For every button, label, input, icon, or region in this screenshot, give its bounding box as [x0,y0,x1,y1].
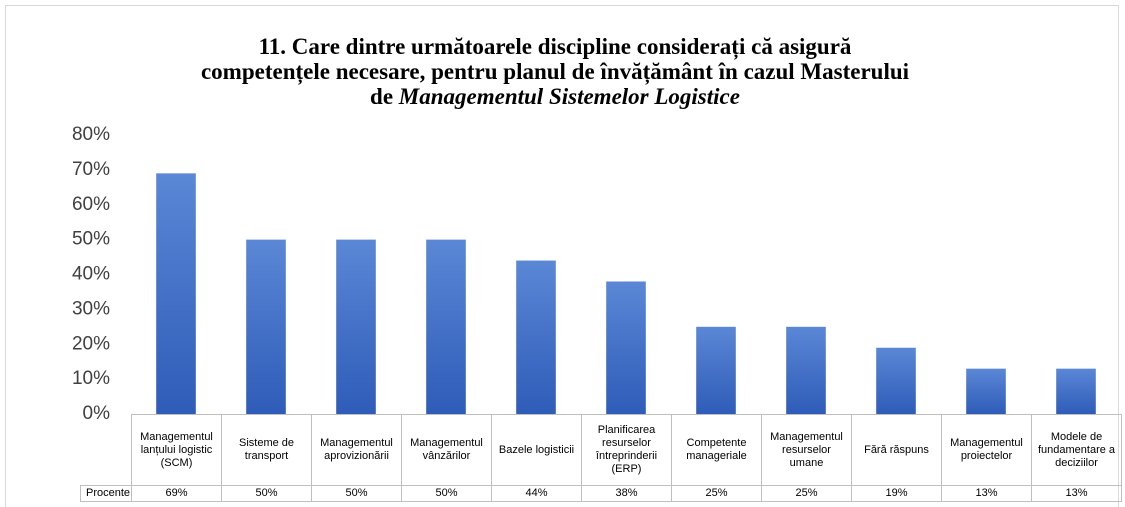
bar [786,326,826,414]
bar [696,326,736,414]
x-tick-label: Managementul aprovizionării [311,414,402,486]
value-label: 13% [941,485,1032,502]
y-tick-label: 20% [72,333,110,354]
x-tick-label: Planificarea resurselor întreprinderii (… [581,414,672,486]
x-tick-label: Fără răspuns [851,414,942,486]
x-tick-label: Sisteme de transport [221,414,312,486]
bar [336,239,376,414]
x-tick-label: Managementul lanțului logistic (SCM) [131,414,222,486]
value-label: 69% [131,485,222,502]
bar [426,239,466,414]
bar [516,260,556,414]
value-label: 50% [311,485,402,502]
bar [246,239,286,414]
y-tick-label: 0% [83,403,111,424]
value-label: 50% [221,485,312,502]
chart-title: competențele necesare, pentru planul de … [200,59,910,84]
y-tick-label: 80% [72,124,110,145]
chart-title: de Managementul Sistemelor Logistice [0,84,1110,109]
value-label: 25% [671,485,762,502]
chart-title: Managementul Sistemelor Logistice [398,84,740,109]
y-tick-label: 10% [72,368,110,389]
value-label: 19% [851,485,942,502]
y-tick-label: 50% [72,229,110,250]
x-tick-label: Modele de fundamentare a deciziilor [1031,414,1122,486]
value-label: 44% [491,485,582,502]
legend-label: Procente [86,487,131,499]
value-label: 50% [401,485,492,502]
y-tick-label: 60% [72,194,110,215]
bar [156,173,196,414]
chart-frame [5,5,1119,507]
y-tick-label: 30% [72,298,110,319]
x-tick-label: Managementul proiectelor [941,414,1032,486]
y-tick-label: 40% [72,264,110,285]
x-tick-label: Managementul vânzărilor [401,414,492,486]
chart-title: de [370,84,394,109]
value-label: 25% [761,485,852,502]
bar [966,368,1006,414]
bar [876,347,916,414]
value-label: 13% [1031,485,1122,502]
bar [606,281,646,414]
x-tick-label: Bazele logisticii [491,414,582,486]
chart-title: 11. Care dintre următoarele discipline c… [258,34,852,59]
value-label: 38% [581,485,672,502]
bar [1056,368,1096,414]
y-tick-label: 70% [72,159,110,180]
x-tick-label: Managementul resurselor umane [761,414,852,486]
legend-cell: Procente [80,485,132,502]
x-tick-label: Competente manageriale [671,414,762,486]
